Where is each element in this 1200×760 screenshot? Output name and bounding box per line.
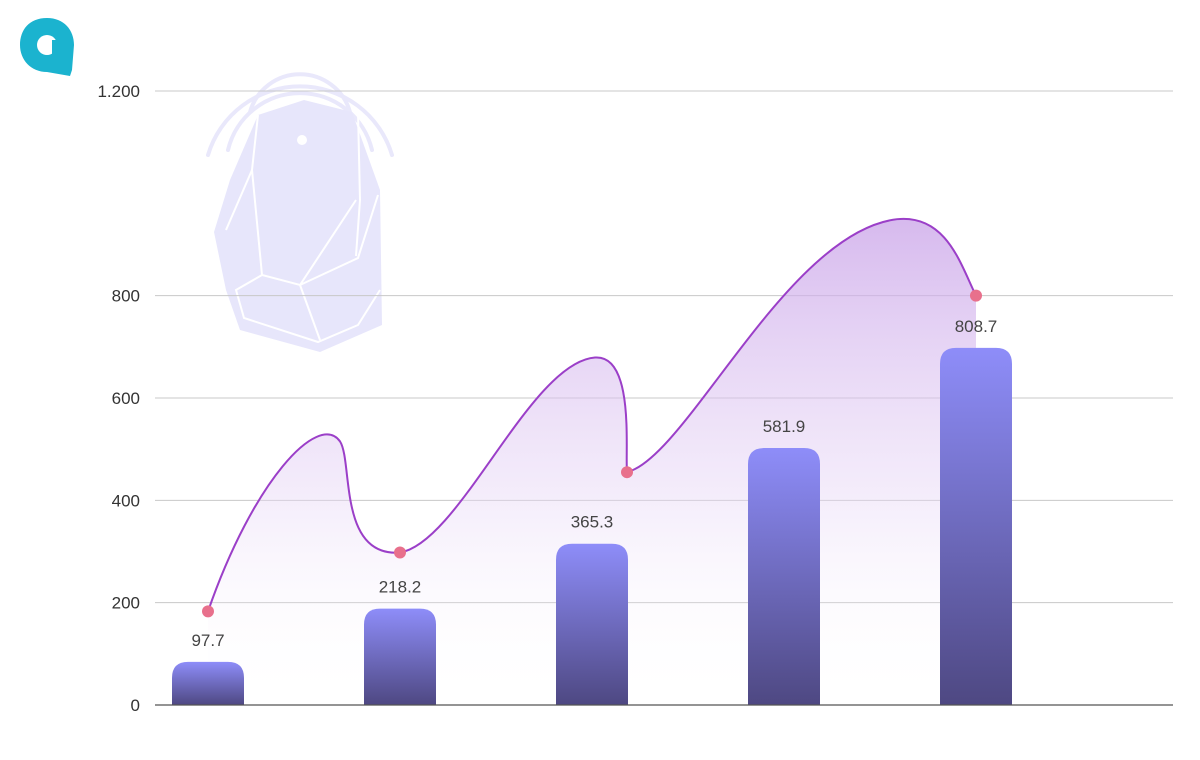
y-tick-label: 1.200 xyxy=(97,82,140,101)
bar xyxy=(748,448,820,705)
data-label: 97.7 xyxy=(191,631,224,650)
marker-point xyxy=(202,605,214,618)
data-label: 581.9 xyxy=(763,417,806,436)
overlay-markers xyxy=(202,289,982,618)
data-label: 365.3 xyxy=(571,513,614,532)
rock-signal-icon xyxy=(206,72,394,352)
overlay-line xyxy=(207,218,977,612)
marker-point xyxy=(970,289,982,302)
bar xyxy=(940,347,1012,705)
bar xyxy=(364,608,436,705)
data-label: 218.2 xyxy=(379,578,422,597)
bar xyxy=(556,543,628,705)
y-tick-label: 200 xyxy=(112,594,140,613)
y-axis: 0 200 400 600 800 1.200 xyxy=(97,82,140,715)
data-labels: 97.7 218.2 365.3 581.9 808.7 xyxy=(191,317,997,650)
brand-logo-icon xyxy=(20,18,74,76)
y-tick-label: 800 xyxy=(112,287,140,306)
bars xyxy=(172,347,1012,705)
y-tick-label: 0 xyxy=(131,696,140,715)
y-tick-label: 600 xyxy=(112,389,140,408)
y-tick-label: 400 xyxy=(112,491,140,510)
data-label: 808.7 xyxy=(955,317,998,336)
marker-point xyxy=(394,546,406,559)
marker-point xyxy=(621,466,633,479)
bar xyxy=(172,661,244,705)
